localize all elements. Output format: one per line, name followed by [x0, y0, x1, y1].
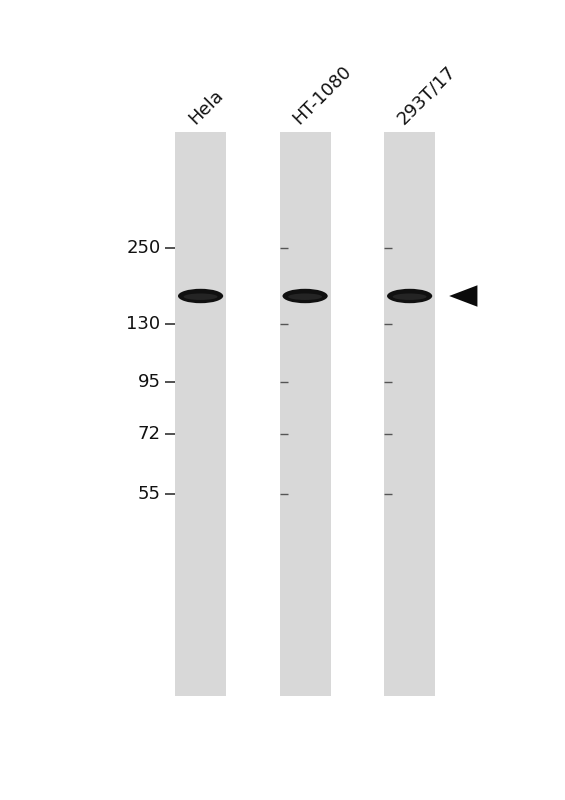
Text: HT-1080: HT-1080 — [289, 62, 355, 128]
Ellipse shape — [387, 289, 432, 303]
Text: 55: 55 — [137, 486, 160, 503]
Bar — [280, 132, 331, 696]
Bar — [384, 132, 435, 696]
Ellipse shape — [282, 289, 328, 303]
Text: 130: 130 — [127, 315, 160, 333]
Text: 293T/17: 293T/17 — [394, 62, 459, 128]
Text: 72: 72 — [137, 426, 160, 443]
Text: 95: 95 — [137, 374, 160, 391]
Ellipse shape — [288, 294, 322, 300]
Ellipse shape — [178, 289, 223, 303]
Ellipse shape — [184, 294, 218, 300]
Text: Hela: Hela — [185, 86, 227, 128]
Bar — [175, 132, 226, 696]
Text: 250: 250 — [126, 239, 160, 257]
Polygon shape — [449, 286, 477, 306]
Ellipse shape — [393, 294, 427, 300]
